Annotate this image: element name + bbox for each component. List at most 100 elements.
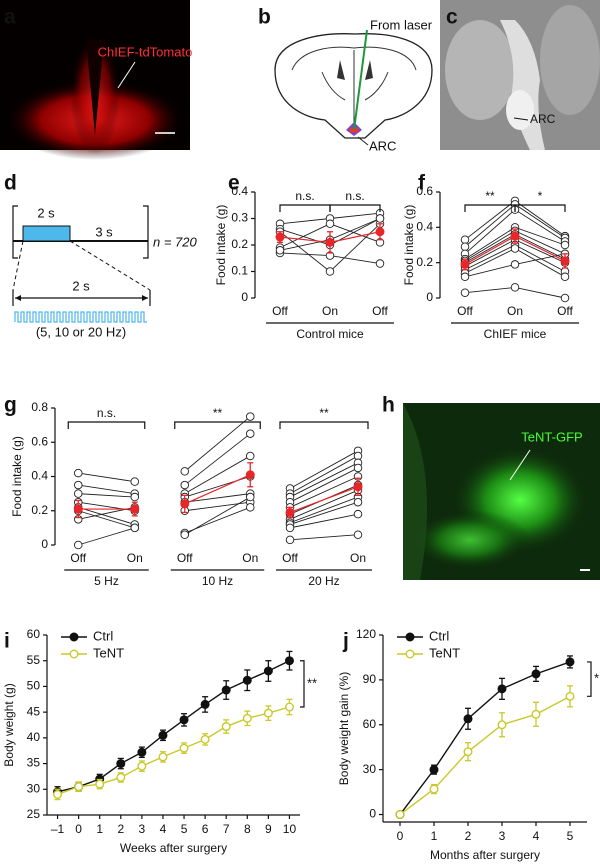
panel-h-image: TeNT-GFP (403, 403, 600, 580)
subject-point (375, 259, 385, 268)
panel-letter: b (258, 6, 271, 29)
x-tick-label: Off (372, 304, 388, 318)
subject-point (73, 540, 83, 550)
significance-bracket (279, 204, 331, 212)
subject-point (510, 260, 520, 269)
legend-label: TeNT (93, 645, 124, 660)
x-axis-label: Months after surgery (430, 848, 540, 862)
series-point (242, 675, 252, 685)
y-axis-label: Body weight gain (%) (337, 672, 351, 785)
x-tick-label: Off (272, 304, 288, 318)
y-tick-label: 30 (363, 762, 377, 776)
subject-line (78, 527, 135, 546)
image-label: TeNT-GFP (521, 429, 582, 444)
mean-line (289, 486, 359, 514)
x-tick-label: On (127, 551, 143, 565)
y-axis-label: Body weight (g) (2, 683, 16, 766)
group-label: 10 Hz (202, 574, 233, 588)
subject-point (180, 467, 189, 476)
series-point (531, 709, 541, 719)
panel-letter: i (4, 630, 10, 653)
y-tick-label: 0.6 (416, 184, 433, 198)
series-point (116, 772, 126, 782)
x-tick-label: 5 (567, 829, 574, 843)
subject-point (325, 267, 335, 276)
legend-label: Ctrl (429, 628, 449, 643)
subject-line (184, 493, 251, 503)
mean-point (245, 470, 255, 480)
significance-label: ** (485, 189, 495, 203)
x-tick-label: On (322, 304, 338, 318)
mean-point (325, 237, 335, 247)
legend-marker (405, 649, 415, 659)
y-tick-label: 120 (356, 627, 376, 641)
subject-line (289, 489, 359, 520)
group-label: 20 Hz (308, 574, 339, 588)
series-point (284, 702, 294, 712)
y-tick-label: 35 (27, 756, 41, 770)
subject-point (460, 242, 470, 252)
x-tick-label: 1 (96, 822, 103, 836)
x-tick-label: 3 (499, 829, 506, 843)
subject-line (78, 510, 135, 529)
subject-line (184, 496, 251, 536)
series-point (284, 656, 294, 666)
series-point (565, 657, 575, 667)
series-point (263, 708, 273, 718)
subject-point (353, 497, 363, 507)
series-point (158, 730, 168, 740)
subject-line (184, 455, 251, 495)
series-point (200, 699, 210, 709)
panel-letter: a (4, 6, 16, 29)
y-axis-label: Food intake (g) (10, 436, 24, 517)
significance-bracket (300, 660, 305, 708)
subject-line (184, 433, 251, 486)
subject-line (289, 467, 359, 503)
series-point (429, 784, 439, 794)
series-point (158, 752, 168, 762)
subject-line (289, 476, 359, 508)
y-tick-label: 0 (241, 290, 248, 304)
subject-point (285, 523, 295, 533)
diagram-label: n = 720 (153, 234, 198, 249)
x-tick-label: Off (282, 551, 298, 565)
significance-bracket (514, 204, 566, 212)
significance-label: * (538, 189, 543, 203)
subject-point (73, 489, 83, 498)
subject-point (245, 429, 255, 438)
series-point (565, 691, 575, 701)
diagram-label: 3 s (95, 224, 113, 239)
panel-letter: d (4, 172, 17, 195)
subject-point (130, 477, 139, 486)
series-point (53, 789, 63, 799)
series-point (116, 759, 126, 769)
x-tick-label: 2 (117, 822, 124, 836)
subject-point (353, 530, 363, 539)
significance-label: ** (213, 406, 223, 420)
x-tick-label: Off (457, 304, 473, 318)
subject-point (245, 503, 255, 512)
subject-line (184, 501, 251, 512)
series-point (95, 779, 105, 789)
y-tick-label: 0.2 (31, 503, 48, 517)
x-tick-label: 0 (397, 829, 404, 843)
panel-letter: e (228, 172, 240, 195)
subject-point (560, 240, 570, 250)
legend-marker (405, 632, 415, 642)
y-axis-label: Food intake (g) (402, 205, 416, 286)
x-tick-label: Off (557, 304, 573, 318)
y-tick-label: 0.2 (416, 255, 433, 269)
mean-point (73, 504, 83, 514)
subject-point (510, 283, 520, 292)
mean-point (285, 507, 295, 517)
subject-point (73, 468, 83, 478)
y-tick-label: 40 (27, 730, 41, 744)
subject-line (289, 455, 359, 495)
significance-label: ** (307, 675, 317, 690)
legend-label: TeNT (429, 645, 460, 660)
series-point (137, 747, 147, 757)
x-tick-label: 9 (265, 822, 272, 836)
panel-d-diagram: 2 s 3 s n = 720 2 s (5, 10 or 20 Hz) (12, 205, 198, 339)
subject-line (289, 501, 359, 525)
panel-letter: f (418, 172, 426, 195)
